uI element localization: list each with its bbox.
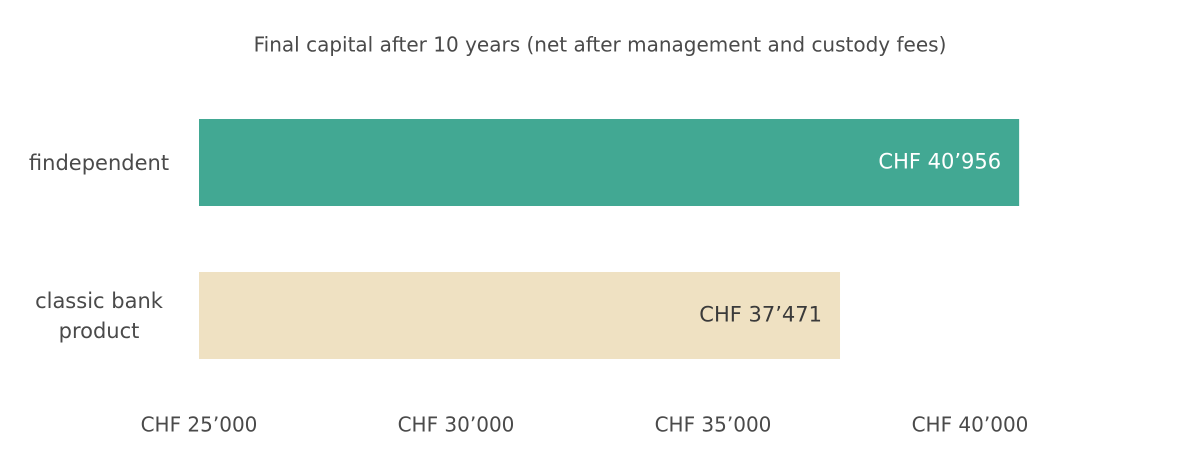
- chart-title: Final capital after 10 years (net after …: [254, 33, 947, 57]
- bar: [199, 272, 841, 359]
- x-tick-label: CHF 25’000: [141, 413, 258, 437]
- bar: [199, 119, 1020, 206]
- x-tick-label: CHF 35’000: [655, 413, 772, 437]
- x-tick-label: CHF 40’000: [912, 413, 1029, 437]
- category-label: classic bank product: [35, 288, 163, 343]
- x-tick-label: CHF 30’000: [398, 413, 515, 437]
- value-label: CHF 37’471: [699, 303, 822, 327]
- value-label: CHF 40’956: [878, 150, 1001, 174]
- category-label: findependent: [28, 150, 170, 175]
